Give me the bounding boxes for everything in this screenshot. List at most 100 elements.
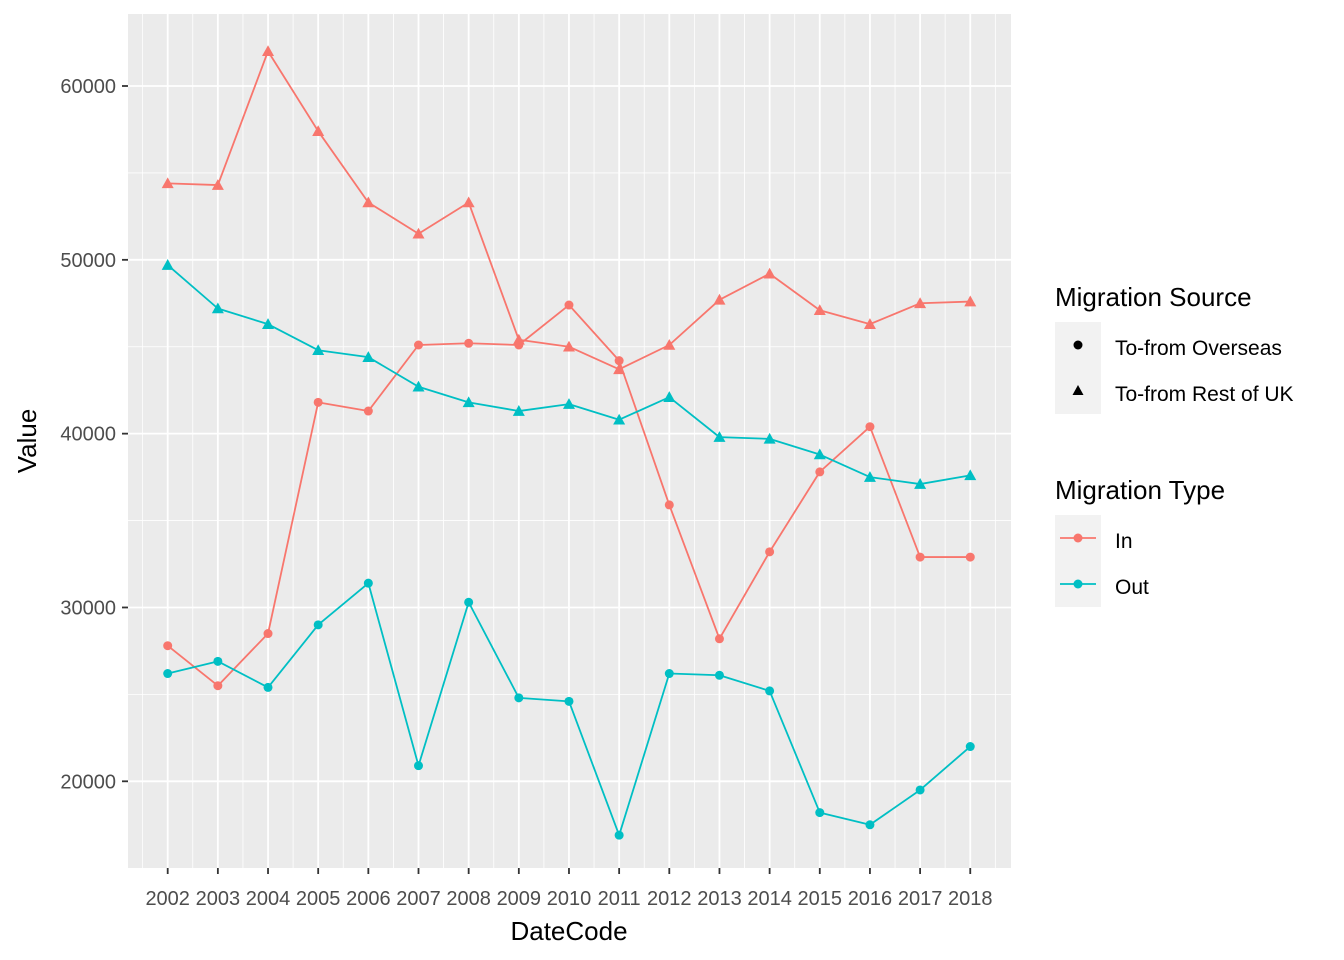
data-point [965,552,975,562]
y-tick-label: 40000 [60,424,116,446]
data-point [163,669,173,679]
data-point [412,380,425,392]
data-point [915,552,925,562]
data-point [914,478,927,489]
data-point [664,669,674,679]
data-point [213,681,223,691]
y-axis: 20000 30000 40000 50000 60000 [60,76,128,793]
legend-title-type: Migration Type [1055,475,1225,505]
y-axis-title: Value [12,409,42,474]
data-point [813,448,826,460]
major-gridlines [128,14,1011,868]
x-tick-label: 2015 [798,888,843,910]
data-point [865,422,875,432]
legend-key-out-dot [1073,579,1083,589]
data-point [815,467,825,477]
x-tick-label: 2005 [296,888,341,910]
data-point [965,742,975,752]
y-tick-label: 50000 [60,250,116,272]
data-point [414,340,423,350]
legend-key-circle [1073,340,1083,350]
data-point [313,397,323,407]
data-point [763,432,776,444]
data-point [262,318,275,329]
data-point [714,670,724,680]
x-tick-label: 2013 [697,888,742,910]
data-point [613,363,626,375]
data-point [211,179,224,190]
x-tick-label: 2017 [898,888,943,910]
y-tick-label: 20000 [60,771,116,793]
data-point [765,686,775,696]
data-point [462,196,475,208]
x-tick-label: 2016 [848,888,893,910]
data-point [363,406,373,416]
data-point [512,405,525,416]
data-point [713,293,726,305]
y-tick-label: 60000 [60,76,116,98]
x-tick-label: 2006 [346,888,391,910]
data-point [312,125,325,136]
data-point [512,333,525,345]
minor-gridlines [128,14,1011,868]
x-tick-label: 2007 [396,888,441,910]
x-axis-title: DateCode [510,916,627,946]
data-point [464,338,474,348]
data-point [514,693,524,703]
data-point [765,547,775,557]
data-point [312,344,325,356]
data-point [564,300,574,310]
data-point [161,177,174,189]
data-point [863,471,876,482]
data-point [914,297,927,309]
data-point [863,318,876,329]
data-point [713,431,726,442]
x-tick-label: 2004 [246,888,291,910]
data-point [462,396,475,408]
x-tick-label: 2014 [747,888,792,910]
data-point [362,351,375,362]
x-tick-label: 2011 [598,888,641,910]
data-point [915,785,925,795]
data-point [714,634,724,644]
x-tick-label: 2012 [647,888,692,910]
data-point [664,500,674,510]
data-point [262,45,275,57]
legend-label-rest-of-uk: To-from Rest of UK [1115,383,1294,406]
data-point [313,620,323,630]
series-layer [161,45,977,840]
data-point [614,830,624,840]
data-point [763,267,776,279]
data-point [263,682,273,692]
legend-label-out: Out [1115,576,1149,599]
data-point [163,641,173,651]
x-tick-label: 2008 [446,888,491,910]
data-point [263,629,273,639]
data-point [363,578,373,588]
data-point [564,696,574,706]
legend-label-overseas: To-from Overseas [1115,337,1282,360]
x-tick-label: 2018 [948,888,993,910]
data-point [663,391,676,402]
legend-label-in: In [1115,530,1133,553]
x-axis: 2002 2003 2004 2005 2006 2007 2008 2009 2010 2011… [145,868,993,910]
x-tick-label: 2010 [547,888,592,910]
data-point [161,259,174,270]
data-point [213,656,223,666]
data-point [211,302,224,314]
legend-title-source: Migration Source [1055,282,1252,312]
data-point [865,820,875,830]
legend: Migration Source To-from Overseas To-fro… [1055,282,1294,607]
x-tick-label: 2009 [497,888,542,910]
data-point [614,356,624,366]
data-point [813,304,826,316]
data-point [613,413,626,425]
data-point [815,808,825,818]
x-tick-label: 2002 [145,888,190,910]
legend-key-in-dot [1073,533,1083,543]
data-point [663,338,676,350]
data-point [562,340,575,352]
data-point [414,761,423,771]
data-point [964,469,977,481]
